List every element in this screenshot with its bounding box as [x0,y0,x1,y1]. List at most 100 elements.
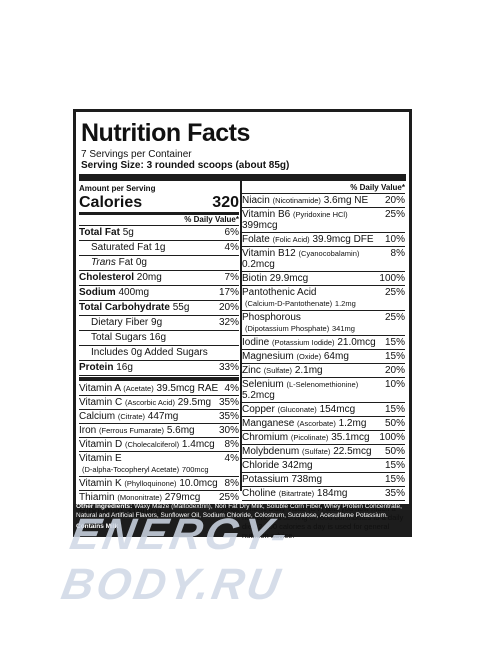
nutrient-name: Protein [79,362,114,373]
nutrient-source: (Mononitrate) [117,493,162,502]
nutrient-dv: 15% [384,351,405,362]
nutrient-source: (Ascorbic Acid) [124,398,175,407]
nutrient-amount: 0.2mcg [242,259,275,270]
nutrient-amount: 279mcg [164,492,201,503]
nutrient-name: Phosphorous [242,312,301,323]
nutrient-amount: 341mg [332,324,355,333]
nutrient-amount: 39.5mcg RAE [156,383,219,394]
nutrient-source: (Cyanocobalamin) [298,249,360,258]
watermark: ENERGY-BODY.RU [57,510,294,609]
nutrient-label: Total Carbohydrate 55g [79,302,189,314]
nutrient-amount: 447mg [147,411,179,422]
nutrient-label: Molybdenum (Sulfate) 22.5mcg [242,446,372,457]
nutrient-source: (Ascorbate) [297,419,336,428]
nutrient-amount: 5.6mg [166,425,195,436]
nutrient-amount: 10.0mcg [179,478,218,489]
nutrient-label: Dietary Fiber 9g [79,317,162,329]
nutrient-row: Total Fat 5g 6% [79,226,239,241]
nutrient-source: (Calcium-D-Pantothenate) [245,299,333,308]
nutrient-name: Zinc [242,365,261,376]
nutrient-amount: 39.9mcg DFE [312,234,374,245]
calories-label: Calories [79,194,143,211]
nutrient-label: Chloride 342mg [242,460,313,471]
nutrient-dv: 50% [384,446,405,457]
nutrient-name: Includes 0g Added Sugars [91,347,208,358]
nutrient-row: Saturated Fat 1g 4% [79,241,239,256]
nutrient-label: Iron (Ferrous Fumarate) 5.6mg [79,425,195,436]
nutrient-label: Thiamin (Mononitrate) 279mcg [79,492,200,503]
nutrient-label: Cholesterol 20mg [79,272,162,284]
calories-row: Calories 320 [79,194,239,215]
nutrient-name: Thiamin [79,492,115,503]
nutrient-row: Cholesterol 20mg 7% [79,271,239,286]
nutrient-dv: 25% [384,209,405,220]
nutrient-row: Chloride 342mg 15% [242,459,405,473]
nutrient-name: Pantothenic Acid [242,287,317,298]
nutrient-row: Potassium 738mg 15% [242,473,405,487]
nutrient-source: (D-alpha-Tocopheryl Acetate) [82,465,180,474]
nutrient-amount: 22.5mcg [333,446,372,457]
nutrient-row: Magnesium (Oxide) 64mg 15% [242,350,405,364]
nutrient-dv: 4% [224,242,239,253]
nutrient-source: (Nicotinamide) [272,196,321,205]
nutrient-name: Copper [242,404,275,415]
dv-header-right: % Daily Value* [242,183,405,194]
vitamin-rows-right: Niacin (Nicotinamide) 3.6mg NE 20% Vitamin… [242,194,405,501]
nutrient-label: Magnesium (Oxide) 64mg [242,351,349,362]
nutrient-row: Calcium (Citrate) 447mg 35% [79,410,239,424]
ingredients-label: Other Ingredients: [76,503,133,510]
nutrient-name: Total Fat [79,227,120,238]
vitamin-rows-left: Vitamin A (Acetate) 39.5mcg RAE 4% Vitamin… [79,382,239,519]
nutrient-amount: 5.2mcg [242,390,275,401]
nutrient-label: Vitamin D (Cholecalciferol) 1.4mcg [79,439,215,450]
footnote: *The % Daily Value (DV) tells you how mu… [242,504,404,540]
nutrient-dv: 15% [384,460,405,471]
nutrient-row: Dietary Fiber 9g 32% [79,316,239,331]
nutrient-amount: 184mg [316,488,348,499]
nutrient-source: (Phylloquinone) [124,479,177,488]
nutrient-label: Potassium 738mg [242,474,322,485]
nutrient-amount: 700mcg [181,465,209,474]
nutrient-source: (Acetate) [123,384,154,393]
nutrient-amount: 35.1mcg [331,432,370,443]
nutrient-name: Total Carbohydrate [79,302,170,313]
nutrient-dv: 4% [224,453,239,464]
nutrient-row: Riboflavin 319mcg 25% [79,505,239,519]
nutrient-source: (Picolinate) [290,433,329,442]
ingredients-text: Waxy Maize (Maltodextrin), Non Fat Dry M… [76,503,402,519]
nutrient-label: Selenium (L-Selenomethionine) 5.2mcg [242,379,385,401]
nutrient-row: Vitamin A (Acetate) 39.5mcg RAE 4% [79,382,239,396]
amount-per-serving: Amount per Serving [79,184,156,193]
nutrient-amount: 400mg [118,287,150,298]
nutrient-row: Sodium 400mg 17% [79,286,239,301]
nutrient-source: (Citrate) [117,412,145,421]
nutrient-amount: 5g [122,227,134,238]
nutrient-label: Includes 0g Added Sugars [79,347,208,359]
nutrient-dv: 8% [224,439,239,450]
nutrient-dv: 33% [218,362,239,373]
nutrient-label: Vitamin C (Ascorbic Acid) 29.5mg [79,397,211,408]
nutrient-row: Total Carbohydrate 55g 20% [79,301,239,316]
nutrient-dv: 25% [218,506,239,517]
nutrient-amount: 342mg [282,460,313,471]
nutrient-dv: 35% [218,397,239,408]
label-panel: Nutrition Facts 7 Servings per Container… [76,112,409,540]
nutrient-amount: 64mg [323,351,349,362]
nutrient-name: Vitamin K [79,478,122,489]
servings-per-container: 7 Servings per Container [81,149,192,160]
nutrient-dv: 35% [384,488,405,499]
nutrient-source: (Dipotassium Phosphate) [245,324,330,333]
nutrient-row: Vitamin B6 (Pyridoxine HCl) 399mcg 25% [242,208,405,233]
nutrient-row: Copper (Gluconate) 154mcg 15% [242,403,405,417]
nutrient-dv: 8% [224,478,239,489]
nutrient-amount: Fat 0g [118,257,147,268]
nutrient-dv: 25% [218,492,239,503]
dv-header-left: % Daily Value* [79,215,239,226]
nutrient-label: Trans Fat 0g [79,257,147,269]
nutrient-label: Copper (Gluconate) 154mcg [242,404,355,415]
nutrient-source: (L-Selenomethionine) [286,380,359,389]
nutrient-dv: 4% [224,383,239,394]
nutrient-label: Phosphorous (Dipotassium Phosphate) 341mg [242,312,355,334]
nutrient-dv: 32% [218,317,239,328]
nutrient-amount: 319mcg [125,506,162,517]
